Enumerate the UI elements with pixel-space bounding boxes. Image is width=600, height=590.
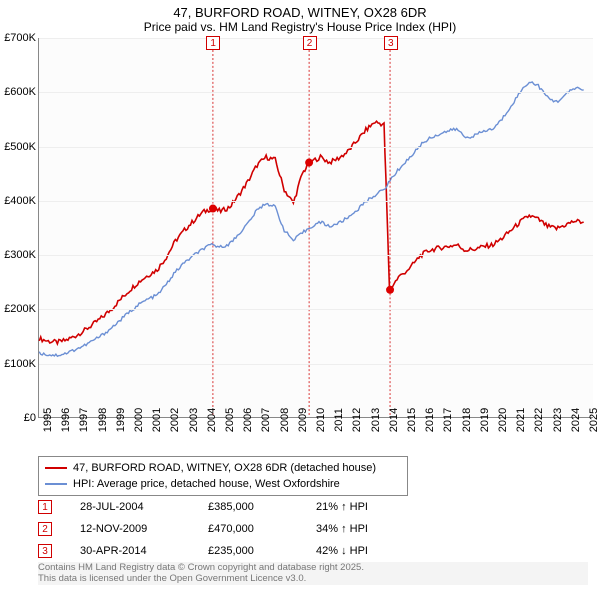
title-block: 47, BURFORD ROAD, WITNEY, OX28 6DR Price… (0, 0, 600, 36)
x-tick-label: 2007 (260, 408, 272, 432)
x-tick-label: 2002 (169, 408, 181, 432)
legend-swatch-hpi (45, 483, 67, 485)
x-tick-label: 2022 (533, 408, 545, 432)
y-tick-label: £400K (4, 195, 36, 207)
y-tick-label: £500K (4, 141, 36, 153)
figure: 47, BURFORD ROAD, WITNEY, OX28 6DR Price… (0, 0, 600, 590)
sales-row-3: 3 30-APR-2014 £235,000 42% ↓ HPI (38, 540, 368, 562)
y-tick-label: £100K (4, 358, 36, 370)
x-tick-label: 2015 (406, 408, 418, 432)
x-tick-label: 2020 (497, 408, 509, 432)
legend-label-property: 47, BURFORD ROAD, WITNEY, OX28 6DR (deta… (73, 462, 376, 474)
x-tick-label: 2006 (242, 408, 254, 432)
legend: 47, BURFORD ROAD, WITNEY, OX28 6DR (deta… (38, 456, 408, 496)
x-tick-label: 2023 (552, 408, 564, 432)
sale-delta-1: 21% ↑ HPI (316, 501, 368, 513)
sales-row-2: 2 12-NOV-2009 £470,000 34% ↑ HPI (38, 518, 368, 540)
legend-label-hpi: HPI: Average price, detached house, West… (73, 478, 340, 490)
sale-delta-2: 34% ↑ HPI (316, 523, 368, 535)
y-tick-label: £200K (4, 303, 36, 315)
legend-swatch-property (45, 467, 67, 469)
sale-marker-1: 1 (38, 500, 52, 514)
x-tick-label: 2004 (206, 408, 218, 432)
series-hpi (39, 82, 583, 356)
x-tick-label: 2011 (333, 408, 345, 432)
footer-line2: This data is licensed under the Open Gov… (38, 573, 588, 584)
sale-price-3: £235,000 (208, 545, 288, 557)
series-property (39, 121, 583, 344)
sale-date-3: 30-APR-2014 (80, 545, 180, 557)
y-tick-label: £600K (4, 86, 36, 98)
x-tick-label: 2013 (370, 408, 382, 432)
x-tick-label: 2021 (515, 408, 527, 432)
event-marker-1: 1 (206, 36, 220, 50)
event-dot-1 (209, 205, 217, 213)
x-tick-label: 1996 (60, 408, 72, 432)
event-marker-3: 3 (384, 36, 398, 50)
title-subtitle: Price paid vs. HM Land Registry's House … (10, 20, 590, 34)
footer: Contains HM Land Registry data © Crown c… (38, 562, 588, 585)
event-dot-2 (305, 159, 313, 167)
event-dot-3 (386, 286, 394, 294)
x-tick-label: 2017 (442, 408, 454, 432)
sale-marker-2: 2 (38, 522, 52, 536)
x-tick-label: 1998 (97, 408, 109, 432)
x-tick-label: 2005 (224, 408, 236, 432)
x-tick-label: 2016 (424, 408, 436, 432)
sale-price-2: £470,000 (208, 523, 288, 535)
y-tick-label: £700K (4, 32, 36, 44)
y-tick-label: £0 (24, 412, 36, 424)
chart-svg (39, 38, 593, 417)
sale-date-1: 28-JUL-2004 (80, 501, 180, 513)
sale-delta-3: 42% ↓ HPI (316, 545, 368, 557)
x-tick-label: 2001 (151, 408, 163, 432)
x-tick-label: 2010 (315, 408, 327, 432)
x-tick-label: 2024 (570, 408, 582, 432)
x-tick-label: 2014 (388, 408, 400, 432)
sale-marker-3: 3 (38, 544, 52, 558)
x-tick-label: 2012 (351, 408, 363, 432)
sale-date-2: 12-NOV-2009 (80, 523, 180, 535)
y-tick-label: £300K (4, 249, 36, 261)
legend-row-property: 47, BURFORD ROAD, WITNEY, OX28 6DR (deta… (45, 460, 401, 476)
legend-row-hpi: HPI: Average price, detached house, West… (45, 476, 401, 492)
x-tick-label: 1999 (115, 408, 127, 432)
x-tick-label: 2025 (588, 408, 600, 432)
x-tick-label: 2008 (279, 408, 291, 432)
sales-table: 1 28-JUL-2004 £385,000 21% ↑ HPI 2 12-NO… (38, 496, 368, 562)
sales-row-1: 1 28-JUL-2004 £385,000 21% ↑ HPI (38, 496, 368, 518)
x-tick-label: 1995 (42, 408, 54, 432)
chart-area: 1 2 3 (38, 38, 593, 418)
footer-line1: Contains HM Land Registry data © Crown c… (38, 562, 588, 573)
title-address: 47, BURFORD ROAD, WITNEY, OX28 6DR (10, 5, 590, 20)
sale-price-1: £385,000 (208, 501, 288, 513)
x-tick-label: 2009 (297, 408, 309, 432)
x-tick-label: 2003 (188, 408, 200, 432)
x-tick-label: 2000 (133, 408, 145, 432)
x-tick-label: 2018 (461, 408, 473, 432)
x-tick-label: 1997 (78, 408, 90, 432)
event-marker-2: 2 (303, 36, 317, 50)
x-tick-label: 2019 (479, 408, 491, 432)
